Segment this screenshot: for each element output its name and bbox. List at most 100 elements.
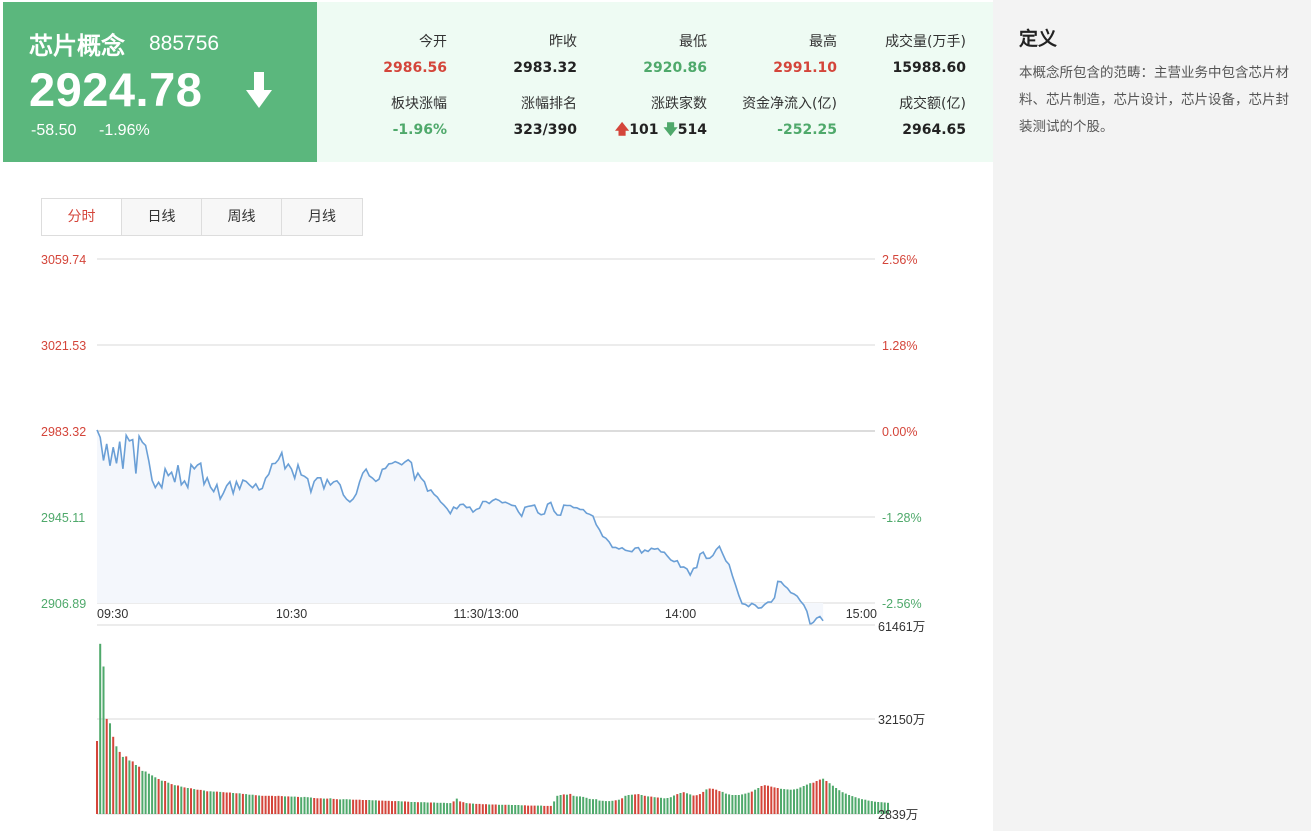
volume-bar: [297, 796, 300, 814]
volume-bar: [536, 805, 539, 814]
volume-bar: [848, 795, 851, 814]
volume-bar: [747, 792, 750, 814]
tab-intraday[interactable]: 分时: [42, 199, 122, 235]
volume-bar: [656, 797, 659, 814]
volume-bar: [546, 805, 549, 814]
volume-bar: [514, 805, 517, 814]
volume-bar: [572, 795, 575, 814]
volume-bar: [303, 796, 306, 814]
volume-bar: [238, 793, 241, 814]
volume-bar: [115, 746, 118, 814]
volume-bar: [504, 804, 507, 814]
volume-bar: [271, 795, 274, 814]
volume-bar: [442, 802, 445, 814]
stat-turnover: 成交额(亿) 2964.65: [836, 94, 966, 140]
index-code: 885756: [149, 32, 220, 55]
volume-bar: [413, 802, 416, 814]
volume-bar: [306, 797, 309, 814]
volume-bar: [287, 796, 290, 814]
index-quote-box: 芯片概念 885756 2924.78 -58.50 -1.96%: [3, 2, 317, 162]
volume-bar: [190, 788, 193, 814]
volume-bar: [841, 792, 844, 814]
volume-bar: [510, 805, 513, 814]
volume-bar: [491, 804, 494, 814]
volume-bar: [342, 799, 345, 814]
tab-weekly[interactable]: 周线: [202, 199, 282, 235]
volume-bar: [209, 791, 212, 814]
volume-bar: [634, 794, 637, 814]
volume-bar: [501, 804, 504, 814]
stat-net-inflow: 资金净流入(亿) -252.25: [707, 94, 837, 140]
volume-bar: [822, 778, 825, 814]
volume-tick-label: 61461万: [878, 620, 925, 634]
stat-value: 15988.60: [892, 60, 966, 76]
volume-tick-label: 32150万: [878, 713, 925, 727]
volume-bar: [553, 801, 556, 814]
volume-bar: [391, 801, 394, 814]
volume-bar: [478, 803, 481, 814]
volume-tick-label: 2839万: [878, 808, 918, 822]
volume-bar: [789, 789, 792, 814]
volume-bar: [232, 793, 235, 814]
volume-bar: [718, 791, 721, 814]
volume-bar: [316, 798, 319, 814]
volume-bar: [397, 801, 400, 814]
arrow-down-icon: 🡇: [663, 122, 678, 138]
volume-bar: [449, 803, 452, 814]
price-area-fill: [97, 429, 824, 625]
price-tick-label: 3021.53: [41, 339, 86, 353]
stat-value: -252.25: [777, 122, 837, 138]
volume-bar: [731, 795, 734, 814]
price-tick-label: 3059.74: [41, 253, 86, 267]
volume-bar: [653, 797, 656, 814]
stat-label: 今开: [419, 34, 447, 50]
volume-bar: [861, 799, 864, 814]
pct-tick-label: -2.56%: [882, 597, 922, 611]
volume-bar: [498, 804, 501, 814]
index-change: -58.50: [31, 122, 77, 139]
volume-bar: [371, 800, 374, 814]
volume-bar: [793, 789, 796, 814]
volume-bar: [805, 784, 808, 814]
volume-bar: [831, 785, 834, 814]
volume-bar: [274, 796, 277, 814]
volume-bar: [887, 802, 890, 814]
stats-panel: 今开 2986.56 昨收 2983.32 最低 2920.86 最高 2991…: [317, 2, 993, 162]
stat-label: 涨跌家数: [651, 96, 707, 112]
volume-bar: [744, 793, 747, 814]
volume-bar: [737, 795, 740, 814]
volume-bar: [851, 796, 854, 814]
volume-bar: [838, 790, 841, 814]
volume-bar: [144, 771, 147, 814]
volume-bar: [313, 798, 316, 814]
volume-bar: [248, 794, 251, 814]
volume-bar: [128, 760, 131, 814]
stat-value: 2986.56: [383, 60, 447, 76]
volume-bar: [131, 761, 134, 814]
volume-bar: [556, 795, 559, 814]
stat-sector-change: 板块涨幅 -1.96%: [317, 94, 447, 140]
stat-label: 资金净流入(亿): [742, 96, 837, 112]
advance-decline-value: 🡅101 🡇514: [577, 120, 707, 140]
volume-bar: [170, 784, 173, 814]
stat-value: 2983.32: [513, 60, 577, 76]
volume-bar: [429, 802, 432, 814]
tab-daily[interactable]: 日线: [122, 199, 202, 235]
volume-bar: [757, 788, 760, 814]
tab-monthly[interactable]: 月线: [282, 199, 362, 235]
advance-count: 101: [629, 122, 659, 138]
volume-bar: [818, 779, 821, 814]
volume-bar: [880, 802, 883, 814]
volume-bar: [592, 799, 595, 814]
volume-bar: [637, 794, 640, 814]
volume-bar: [601, 800, 604, 814]
volume-bar: [416, 802, 419, 814]
stat-label: 成交量(万手): [885, 34, 966, 50]
volume-bar: [786, 789, 789, 814]
time-tick-label: 10:30: [276, 607, 307, 621]
volume-bar: [815, 781, 818, 814]
volume-bar: [621, 798, 624, 814]
volume-bar: [326, 798, 329, 814]
volume-bars: [96, 643, 890, 814]
price-tick-label: 2906.89: [41, 597, 86, 611]
